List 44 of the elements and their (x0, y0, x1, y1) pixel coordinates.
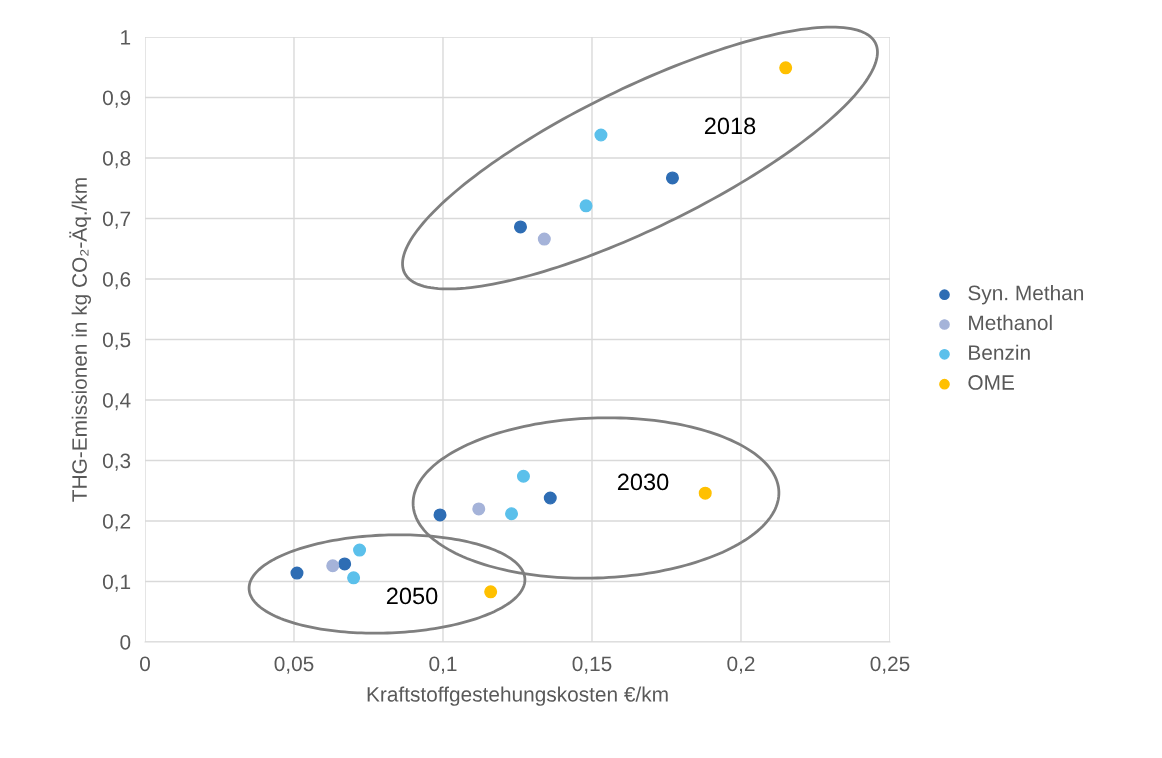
annotation: 2030 (617, 473, 669, 491)
x-tick-label: 0,05 (274, 656, 314, 674)
point (338, 557, 352, 571)
y-tick-label: 0,8 (102, 151, 131, 169)
point (505, 507, 519, 521)
x-tick-label: 0,1 (429, 656, 457, 674)
y-tick-label: 0,6 (102, 272, 131, 290)
point (698, 486, 712, 500)
point (353, 543, 367, 557)
y-tick-label: 0,4 (102, 393, 131, 411)
legend-label: OME (968, 375, 1014, 390)
point (326, 559, 340, 573)
point (433, 508, 447, 522)
point (537, 232, 551, 246)
y-tick-label: 0,7 (102, 211, 131, 229)
y-tick-label: 0,3 (102, 453, 131, 471)
y-tick-label: 0,1 (102, 574, 131, 592)
x-tick-label: 0,25 (870, 656, 910, 674)
point (779, 61, 793, 75)
point (594, 128, 608, 142)
legend-label: Benzin (969, 344, 1030, 361)
y-tick-label: 1 (121, 30, 131, 45)
point (579, 199, 593, 213)
point (513, 220, 527, 234)
point (516, 469, 530, 483)
x-tick-label: 0,15 (572, 656, 612, 674)
y-tick-label: 0,2 (102, 514, 131, 532)
x-axis-title: Kraftstoffgestehungskosten €/km (367, 686, 668, 706)
annotation: 2018 (704, 117, 756, 135)
point (290, 566, 304, 580)
legend-label: Syn. Methan (968, 285, 1084, 305)
point (472, 502, 486, 516)
x-tick-label: 0,2 (727, 656, 755, 674)
y-tick-label: 0,9 (102, 90, 131, 108)
y-tick-label: 0,5 (102, 332, 131, 350)
annotation: 2050 (386, 587, 438, 605)
point (484, 585, 498, 599)
point (543, 491, 557, 505)
legend-label: Methanol (969, 314, 1052, 331)
x-tick-label: 0 (140, 656, 150, 672)
y-axis-title: THG-Emissionen in kg CO₂-Äq./km (69, 178, 92, 502)
point (347, 571, 361, 585)
y-tick-label: 0 (120, 635, 131, 650)
point (665, 171, 679, 185)
